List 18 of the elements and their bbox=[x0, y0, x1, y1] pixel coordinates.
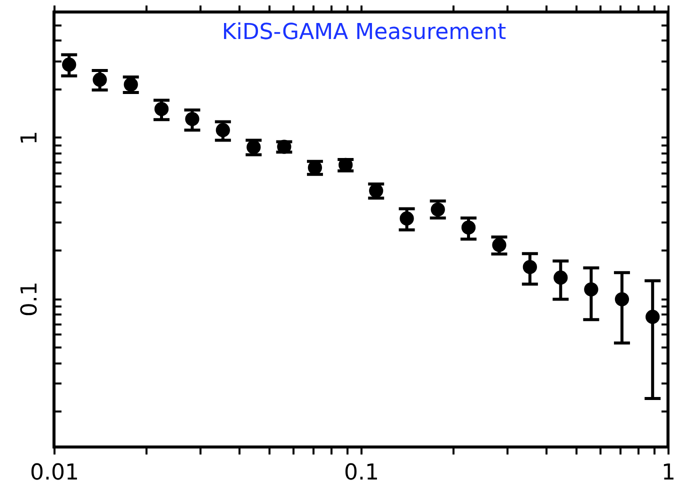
point bbox=[492, 238, 506, 252]
x-tick-label: 1 bbox=[662, 460, 676, 485]
point bbox=[461, 220, 476, 235]
point bbox=[400, 211, 414, 226]
point bbox=[646, 310, 660, 324]
point bbox=[430, 202, 445, 217]
point bbox=[185, 112, 200, 126]
point bbox=[92, 72, 107, 87]
point bbox=[62, 58, 76, 72]
point bbox=[154, 102, 169, 116]
point bbox=[522, 260, 537, 274]
point bbox=[216, 123, 230, 138]
point bbox=[584, 282, 598, 296]
annotation: KiDS-GAMA Measurement bbox=[222, 20, 507, 45]
point bbox=[614, 292, 630, 306]
x-tick-label: 0.1 bbox=[344, 460, 379, 485]
x-tick-label: 0.01 bbox=[30, 460, 79, 485]
point bbox=[554, 270, 568, 285]
